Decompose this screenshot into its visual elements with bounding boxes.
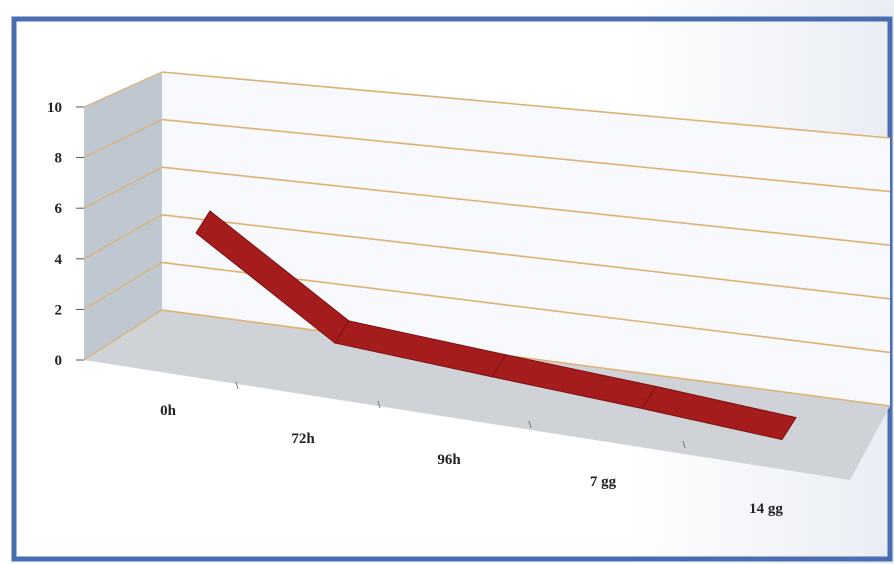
side-wall bbox=[84, 72, 162, 360]
gridline bbox=[161, 214, 891, 300]
y-tick-label: 10 bbox=[47, 100, 62, 116]
x-category-label: 96h bbox=[437, 452, 461, 468]
gridline bbox=[161, 71, 891, 139]
series-segment bbox=[641, 385, 797, 441]
gridline bbox=[161, 118, 891, 193]
x-tick-mark bbox=[528, 420, 532, 429]
x-tick-mark bbox=[377, 400, 381, 409]
series-ribbon bbox=[195, 210, 797, 441]
side-gridline bbox=[83, 261, 163, 310]
y-axis-ticks: 0 2 4 6 8 10 bbox=[47, 100, 84, 369]
x-category-label: 7 gg bbox=[590, 474, 617, 490]
side-gridline bbox=[83, 166, 163, 209]
floor bbox=[84, 310, 890, 480]
x-category-label: 0h bbox=[160, 403, 177, 419]
y-tick-label: 2 bbox=[55, 302, 63, 318]
gridline bbox=[161, 309, 891, 407]
y-tick-label: 8 bbox=[55, 151, 63, 167]
side-gridline bbox=[83, 71, 163, 108]
x-axis-ticks: 0h 72h 96h 7 gg 14 gg bbox=[160, 381, 783, 517]
y-tick-label: 0 bbox=[55, 353, 63, 369]
x-tick-mark bbox=[682, 440, 686, 449]
y-tick-label: 6 bbox=[55, 201, 63, 217]
x-category-label: 14 gg bbox=[749, 501, 783, 517]
side-gridline bbox=[83, 309, 163, 361]
side-gridline bbox=[83, 119, 163, 159]
side-gridline bbox=[83, 214, 163, 260]
x-category-label: 72h bbox=[291, 431, 315, 447]
gridline bbox=[161, 166, 891, 246]
gridlines bbox=[83, 71, 891, 407]
x-tick-mark bbox=[235, 381, 239, 390]
y-tick-label: 4 bbox=[55, 252, 63, 268]
